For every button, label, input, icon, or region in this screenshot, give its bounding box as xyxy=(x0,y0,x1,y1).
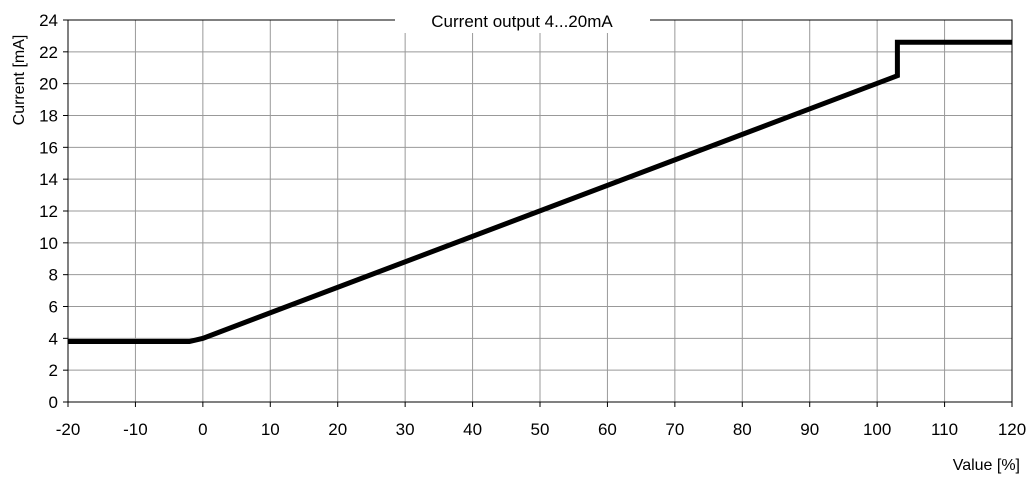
x-tick-label: -10 xyxy=(123,420,148,439)
y-tick-label: 0 xyxy=(49,393,58,412)
chart-title: Current output 4...20mA xyxy=(431,12,613,31)
y-axis-label: Current [mA] xyxy=(11,35,28,126)
series xyxy=(68,39,1012,344)
y-tick-label: 20 xyxy=(39,75,58,94)
x-tick-label: 120 xyxy=(998,420,1026,439)
y-tick-label: 2 xyxy=(49,361,58,380)
y-tick-label: 10 xyxy=(39,234,58,253)
grid xyxy=(67,19,1013,403)
x-tick-label: 30 xyxy=(396,420,415,439)
y-tick-label: 16 xyxy=(39,138,58,157)
y-tick-label: 22 xyxy=(39,43,58,62)
y-tick-label: 14 xyxy=(39,170,58,189)
x-tick-label: 110 xyxy=(931,420,958,439)
x-tick-label: 70 xyxy=(665,420,684,439)
y-tick-label: 18 xyxy=(39,107,58,126)
x-tick-label: 80 xyxy=(733,420,752,439)
x-tick-label: 20 xyxy=(328,420,347,439)
y-tick-label: 12 xyxy=(39,202,58,221)
x-tick-label: 50 xyxy=(531,420,550,439)
x-tick-label: 10 xyxy=(261,420,280,439)
y-tick-label: 6 xyxy=(49,298,58,317)
y-tick-label: 4 xyxy=(49,329,58,348)
y-tick-label: 24 xyxy=(39,11,58,30)
x-tick-label: 0 xyxy=(198,420,207,439)
x-tick-label: 100 xyxy=(863,420,891,439)
x-tick-label: 40 xyxy=(463,420,482,439)
x-axis-label: Value [%] xyxy=(953,457,1020,474)
x-tick-label: 90 xyxy=(800,420,819,439)
series-line xyxy=(68,39,1012,344)
tick-labels: -20 -10 0 10 20 30 40 50 60 70 80 90 100 110 120024681… xyxy=(39,11,1026,439)
chart-title-background xyxy=(395,9,650,33)
y-tick-label: 8 xyxy=(49,266,58,285)
x-tick-label: -20 xyxy=(56,420,81,439)
x-tick-label: 60 xyxy=(598,420,617,439)
